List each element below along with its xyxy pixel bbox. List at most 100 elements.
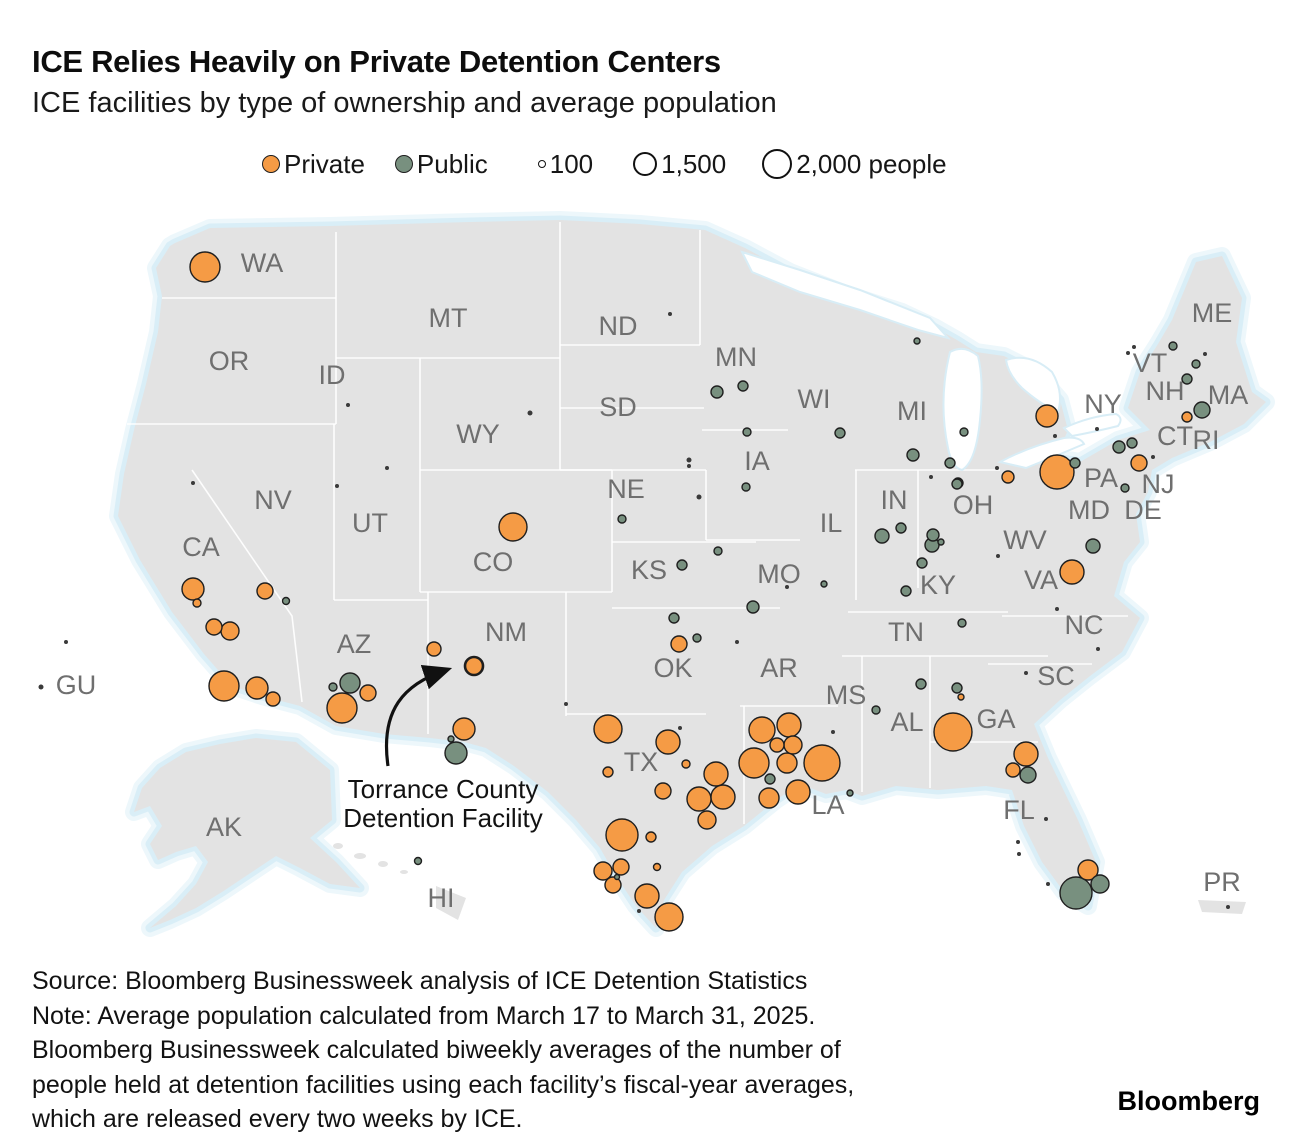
state-label-mn: MN — [715, 342, 757, 372]
facility-bubble-public — [1181, 373, 1193, 385]
state-label-ny: NY — [1084, 389, 1122, 419]
facility-dot-small — [929, 475, 933, 479]
facility-dot-small — [1096, 647, 1100, 651]
facility-bubble-private — [326, 692, 358, 724]
state-label-hi: HI — [428, 883, 455, 913]
state-label-nv: NV — [254, 485, 292, 515]
legend-item-size-small: 100 — [537, 149, 593, 180]
facility-bubble-private — [1077, 859, 1099, 881]
state-label-oh: OH — [953, 490, 994, 520]
facility-bubble-public — [613, 873, 621, 881]
facility-bubble-public — [692, 633, 702, 643]
facility-bubble-public — [937, 538, 945, 546]
state-label-al: AL — [890, 707, 923, 737]
puerto-rico-silhouette — [1198, 900, 1246, 914]
state-label-tn: TN — [888, 617, 924, 647]
facility-bubble-private — [205, 618, 223, 636]
facility-bubble-public — [737, 380, 749, 392]
facility-bubble-private — [803, 744, 841, 782]
state-label-nd: ND — [599, 311, 638, 341]
facility-bubble-public — [1069, 457, 1081, 469]
note-line: Bloomberg Businessweek calculated biweek… — [32, 1036, 841, 1064]
facility-dot-small — [1016, 840, 1020, 844]
facility-dot-small — [995, 466, 999, 470]
facility-bubble-private — [776, 712, 802, 738]
facility-bubble-public — [444, 741, 468, 765]
facility-dot-small — [1046, 882, 1050, 886]
facility-bubble-private — [1130, 454, 1148, 472]
facility-bubble-private — [703, 761, 729, 787]
facility-bubble-private — [604, 876, 622, 894]
legend-item-size-medium: 1,500 — [633, 149, 726, 180]
facility-bubble-public — [915, 678, 927, 690]
state-label-ar: AR — [760, 653, 798, 683]
facility-bubble-private — [758, 787, 780, 809]
facility-bubble-private — [359, 684, 377, 702]
facility-bubble-private — [769, 737, 785, 753]
facility-dot-small — [385, 466, 389, 470]
state-label-ca: CA — [182, 532, 220, 562]
facility-bubble-private — [655, 729, 681, 755]
facility-bubble-public — [874, 528, 890, 544]
note-line: Note: Average population calculated from… — [32, 1001, 816, 1030]
facility-dot-small — [1132, 345, 1136, 349]
state-label-me: ME — [1192, 298, 1233, 328]
facility-bubble-public — [1126, 437, 1138, 449]
facility-bubble-private — [634, 883, 660, 909]
size-large-circle-icon — [762, 149, 793, 179]
hawaii-islands — [333, 843, 466, 920]
state-label-la: LA — [811, 790, 844, 820]
facility-dot-small — [996, 554, 1000, 558]
state-label-or: OR — [209, 346, 250, 376]
facility-bubble-private — [452, 717, 476, 741]
facility-bubble-public — [1090, 874, 1110, 894]
facility-bubble-public — [951, 478, 963, 490]
landmass — [118, 220, 1266, 928]
facility-bubble-public — [1120, 483, 1130, 493]
facility-bubble-public — [447, 735, 455, 743]
facility-bubble-public — [895, 522, 907, 534]
state-label-vt: VT — [1133, 348, 1168, 378]
legend-private-label: Private — [284, 148, 365, 179]
facility-dot-small — [686, 457, 692, 463]
facility-bubble-private — [1039, 454, 1075, 490]
facility-bubble-private — [710, 784, 736, 810]
facility-bubble-private — [192, 598, 202, 608]
facility-bubble-public — [1191, 359, 1201, 369]
state-label-ky: KY — [920, 570, 956, 600]
legend: Private Public 100 1,500 2,000 people — [262, 142, 947, 186]
facility-bubble-public — [413, 856, 423, 866]
facility-dot-small — [38, 684, 44, 690]
state-label-sc: SC — [1037, 661, 1075, 691]
size-small-circle-icon — [537, 160, 546, 168]
state-label-nj: NJ — [1142, 469, 1175, 499]
page-title: ICE Relies Heavily on Private Detention … — [32, 44, 721, 79]
facility-dot-small — [668, 312, 672, 316]
facility-bubble-public — [710, 385, 724, 399]
state-label-fl: FL — [1003, 795, 1035, 825]
facility-bubble-public — [959, 427, 969, 437]
state-label-nh: NH — [1146, 376, 1185, 406]
facility-bubble-public — [339, 672, 361, 694]
facility-bubble-public — [617, 514, 627, 524]
state-label-pr: PR — [1203, 867, 1241, 897]
state-label-mo: MO — [757, 559, 801, 589]
facility-bubble-private — [654, 782, 672, 800]
facility-bubble-private — [957, 693, 965, 701]
facility-dot-small — [678, 726, 682, 730]
source-note: Source: Bloomberg Businessweek analysis … — [32, 964, 1212, 1137]
state-label-az: AZ — [337, 629, 372, 659]
state-label-ak: AK — [206, 812, 242, 842]
facility-bubble-public — [951, 682, 963, 694]
facility-bubble-public — [1168, 341, 1178, 351]
facility-bubble-public — [900, 585, 912, 597]
annotation: Torrance County Detention Facility — [343, 664, 543, 833]
size-medium-circle-icon — [633, 152, 658, 176]
facility-dot-small — [1095, 427, 1099, 431]
note-line: people held at detention facilities usin… — [32, 1070, 855, 1099]
facility-bubble-public — [764, 773, 776, 785]
facility-bubble-private — [593, 861, 613, 881]
facility-bubble-private — [645, 831, 657, 843]
facility-dot-small — [64, 640, 68, 644]
facility-bubbles — [38, 251, 1230, 932]
